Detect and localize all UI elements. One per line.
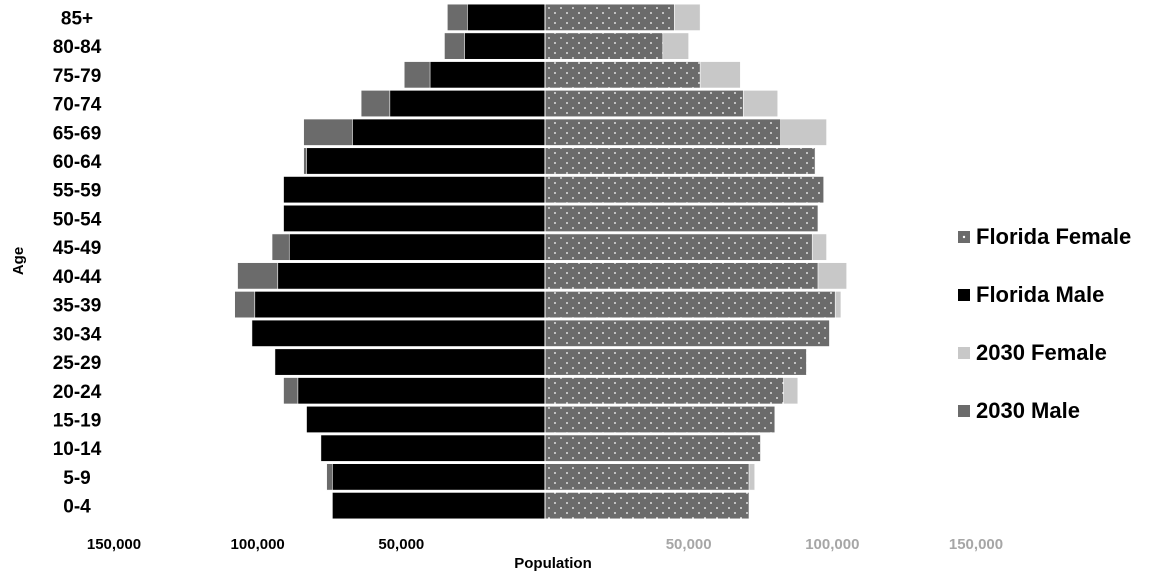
y-tick-label-85: 85+: [61, 8, 93, 29]
x-tick-label-pos-150000: 150,000: [949, 536, 1003, 553]
bar-florida-female-70-74: [544, 90, 744, 118]
x-axis-title: Population: [514, 555, 592, 572]
bar-florida-male-80-84: [464, 32, 546, 60]
bar-florida-female-80-84: [544, 32, 664, 60]
y-tick-label-80-84: 80-84: [53, 37, 102, 58]
y-tick-label-5-9: 5-9: [63, 468, 90, 489]
legend-label-florida-male: Florida Male: [976, 282, 1105, 307]
y-tick-label-15-19: 15-19: [53, 410, 102, 431]
bar-florida-female-40-44: [544, 262, 819, 290]
y-tick-label-45-49: 45-49: [53, 238, 102, 259]
legend: Florida Female Florida Male 2030 Female …: [958, 208, 1131, 440]
bar-florida-female-10-14: [544, 434, 761, 462]
bar-florida-male-45-49: [288, 233, 546, 261]
x-tick-label-pos-100000: 100,000: [805, 536, 859, 553]
y-tick-label-75-79: 75-79: [53, 66, 102, 87]
y-tick-label-55-59: 55-59: [53, 181, 102, 202]
legend-label-florida-female: Florida Female: [976, 224, 1132, 249]
y-tick-label-10-14: 10-14: [53, 439, 102, 460]
x-tick-label-pos-50000: 50,000: [666, 536, 712, 553]
legend-item-florida-female: Florida Female: [958, 208, 1131, 266]
bar-florida-female-75-79: [544, 61, 701, 89]
bar-florida-female-45-49: [544, 233, 813, 261]
bar-florida-male-75-79: [429, 61, 546, 89]
bar-florida-male-55-59: [283, 176, 546, 204]
legend-item-2030-female: 2030 Female: [958, 324, 1131, 382]
bar-florida-female-60-64: [544, 147, 816, 175]
bar-florida-female-15-19: [544, 405, 776, 433]
bar-florida-female-5-9: [544, 463, 750, 491]
y-tick-label-65-69: 65-69: [53, 123, 102, 144]
bar-florida-male-10-14: [320, 434, 546, 462]
bar-florida-male-50-54: [283, 204, 546, 232]
bar-florida-male-20-24: [297, 377, 546, 405]
legend-swatch-florida-female: [958, 231, 970, 243]
bar-florida-male-5-9: [332, 463, 546, 491]
legend-swatch-florida-male: [958, 289, 970, 301]
y-axis-title: Age: [10, 247, 27, 275]
bar-florida-female-35-39: [544, 291, 836, 319]
y-tick-label-25-29: 25-29: [53, 353, 102, 374]
legend-item-florida-male: Florida Male: [958, 266, 1131, 324]
legend-swatch-2030-male: [958, 405, 970, 417]
legend-label-2030-male: 2030 Male: [976, 398, 1080, 423]
bar-florida-female-0-4: [544, 492, 750, 520]
bar-florida-female-30-34: [544, 319, 830, 347]
bar-florida-male-85: [467, 3, 546, 31]
bar-florida-male-40-44: [277, 262, 546, 290]
legend-label-2030-female: 2030 Female: [976, 340, 1107, 365]
bar-florida-male-30-34: [251, 319, 546, 347]
bar-florida-male-60-64: [306, 147, 546, 175]
x-tick-label-neg-150000: 150,000: [87, 536, 141, 553]
bar-florida-female-85: [544, 3, 675, 31]
bar-florida-female-20-24: [544, 377, 784, 405]
legend-swatch-2030-female: [958, 347, 970, 359]
y-tick-label-30-34: 30-34: [53, 324, 102, 345]
bar-florida-male-25-29: [274, 348, 546, 376]
y-tick-label-35-39: 35-39: [53, 296, 102, 317]
bar-florida-male-35-39: [254, 291, 546, 319]
y-tick-label-40-44: 40-44: [53, 267, 102, 288]
x-tick-label-neg-50000: 50,000: [378, 536, 424, 553]
y-tick-label-20-24: 20-24: [53, 382, 102, 403]
bar-florida-female-50-54: [544, 204, 819, 232]
bar-florida-female-65-69: [544, 118, 781, 146]
bar-florida-female-25-29: [544, 348, 807, 376]
bar-florida-male-15-19: [306, 405, 546, 433]
bar-florida-male-0-4: [332, 492, 546, 520]
bar-florida-male-65-69: [352, 118, 546, 146]
y-tick-label-60-64: 60-64: [53, 152, 102, 173]
legend-item-2030-male: 2030 Male: [958, 382, 1131, 440]
y-tick-label-0-4: 0-4: [63, 497, 91, 518]
x-tick-label-neg-100000: 100,000: [231, 536, 285, 553]
bar-florida-male-70-74: [389, 90, 546, 118]
bar-florida-female-55-59: [544, 176, 825, 204]
y-tick-label-70-74: 70-74: [53, 95, 102, 116]
y-tick-label-50-54: 50-54: [53, 209, 102, 230]
